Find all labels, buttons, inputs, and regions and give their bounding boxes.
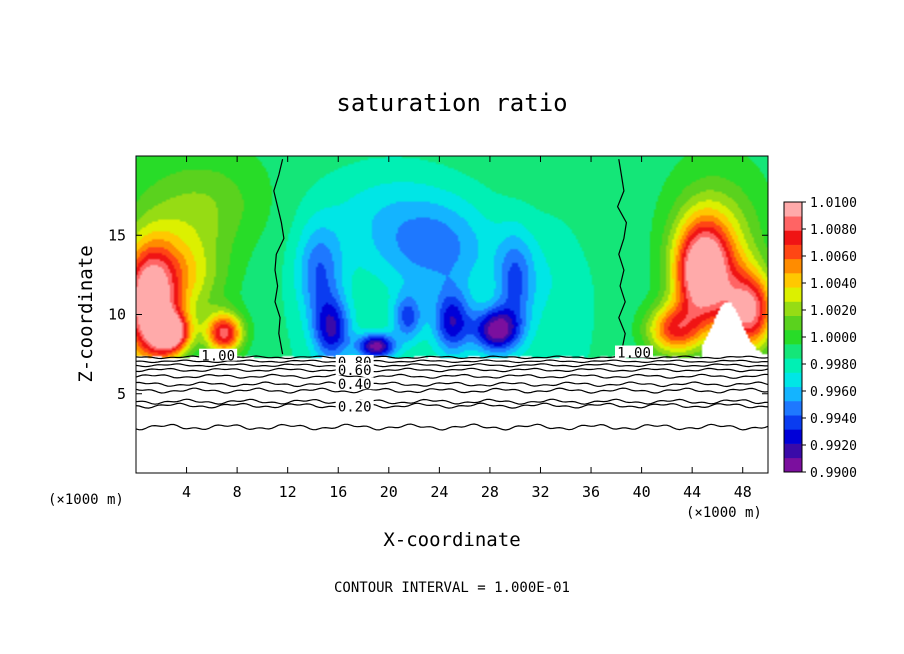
contour-line xyxy=(136,398,768,405)
colorbar-swatch xyxy=(784,415,802,430)
colorbar-label: 0.9920 xyxy=(810,439,857,454)
contour-line xyxy=(136,381,768,388)
contour-line xyxy=(136,367,768,373)
x-unit-label-left: (×1000 m) xyxy=(48,492,124,508)
colorbar-swatch xyxy=(784,273,802,288)
colorbar-swatch xyxy=(784,457,802,473)
x-tick-label: 32 xyxy=(531,483,549,501)
colorbar-swatch xyxy=(784,386,802,402)
x-axis-ticks: 4 8 12 16 20 24 28 32 36 40 44 48 xyxy=(182,156,752,501)
contour-label-bg xyxy=(335,399,374,412)
x-tick-label: 16 xyxy=(329,483,347,501)
colorbar-swatch xyxy=(784,329,802,345)
plot-area: 1.000.800.600.400.201.00 xyxy=(136,156,768,473)
contour-label: 0.60 xyxy=(338,363,372,379)
contour-line xyxy=(136,402,768,409)
colorbar-swatch xyxy=(784,315,802,331)
colorbar-label: 0.9960 xyxy=(810,385,857,400)
colorbar-label: 1.0000 xyxy=(810,331,857,346)
colorbar-swatch xyxy=(784,429,802,444)
x-tick-label: 28 xyxy=(481,483,499,501)
x-tick-label: 4 xyxy=(182,483,191,501)
x-tick-label: 40 xyxy=(633,483,651,501)
contour-line xyxy=(136,387,768,394)
colorbar-label: 0.9940 xyxy=(810,412,857,427)
x-tick-label: 36 xyxy=(582,483,600,501)
colorbar-swatch xyxy=(784,258,802,274)
colorbar-label: 1.0020 xyxy=(810,304,857,319)
contour-line xyxy=(136,355,768,360)
contour-label: 0.20 xyxy=(338,399,372,415)
x-unit-label-right: (×1000 m) xyxy=(686,505,762,521)
contour-label-bg xyxy=(335,377,374,390)
contour-label: 0.40 xyxy=(338,377,372,393)
colorbar-swatch xyxy=(784,287,802,302)
colorbar-label: 1.0040 xyxy=(810,277,857,292)
x-axis-title: X-coordinate xyxy=(383,529,520,551)
y-axis-title: Z-coordinate xyxy=(75,245,97,382)
contour-line xyxy=(273,159,285,355)
contour-label-bg xyxy=(615,345,654,358)
x-tick-label: 8 xyxy=(233,483,242,501)
colorbar-swatch xyxy=(784,344,802,359)
y-tick-label: 15 xyxy=(108,226,126,244)
x-tick-label: 48 xyxy=(734,483,752,501)
contour-line xyxy=(136,373,768,379)
contour-interval-note: CONTOUR INTERVAL = 1.000E-01 xyxy=(334,580,570,596)
contour-line xyxy=(616,159,628,353)
x-tick-label: 12 xyxy=(279,483,297,501)
colorbar-label: 0.9980 xyxy=(810,358,857,373)
contour-labels: 1.000.800.600.400.201.00 xyxy=(199,345,654,415)
colorbar-swatch xyxy=(784,202,802,217)
colorbar-swatch xyxy=(784,443,802,459)
contour-label: 1.00 xyxy=(201,349,235,365)
chart-title: saturation ratio xyxy=(336,89,567,117)
saturation-field xyxy=(136,156,768,473)
contour-line xyxy=(136,359,768,364)
colorbar-label: 1.0100 xyxy=(810,196,857,211)
contour-line xyxy=(136,423,768,431)
colorbar-label: 1.0060 xyxy=(810,250,857,265)
colorbar-swatch xyxy=(784,301,802,316)
contour-lines xyxy=(136,159,768,431)
colorbar-swatch xyxy=(784,230,802,245)
contour-label: 1.00 xyxy=(617,346,651,362)
colorbar-swatch xyxy=(784,244,802,260)
colorbar-swatch xyxy=(784,372,802,388)
contour-line xyxy=(136,363,768,368)
contour-label-bg xyxy=(335,362,374,375)
colorbar-swatch xyxy=(784,400,802,416)
x-tick-label: 20 xyxy=(380,483,398,501)
colorbar-label: 1.0080 xyxy=(810,223,857,238)
colorbar-swatch xyxy=(784,358,802,373)
y-axis-ticks: 5 10 15 xyxy=(108,226,768,403)
colorbar: 1.0100 1.0080 1.0060 1.0040 1.0020 1.0000 0.99… xyxy=(783,196,857,481)
x-tick-label: 44 xyxy=(683,483,701,501)
contour-label-bg xyxy=(199,348,238,361)
y-tick-label: 5 xyxy=(117,385,126,403)
x-tick-label: 24 xyxy=(430,483,448,501)
colorbar-label: 0.9900 xyxy=(810,466,857,481)
colorbar-swatch xyxy=(784,216,802,231)
y-tick-label: 10 xyxy=(108,306,126,324)
